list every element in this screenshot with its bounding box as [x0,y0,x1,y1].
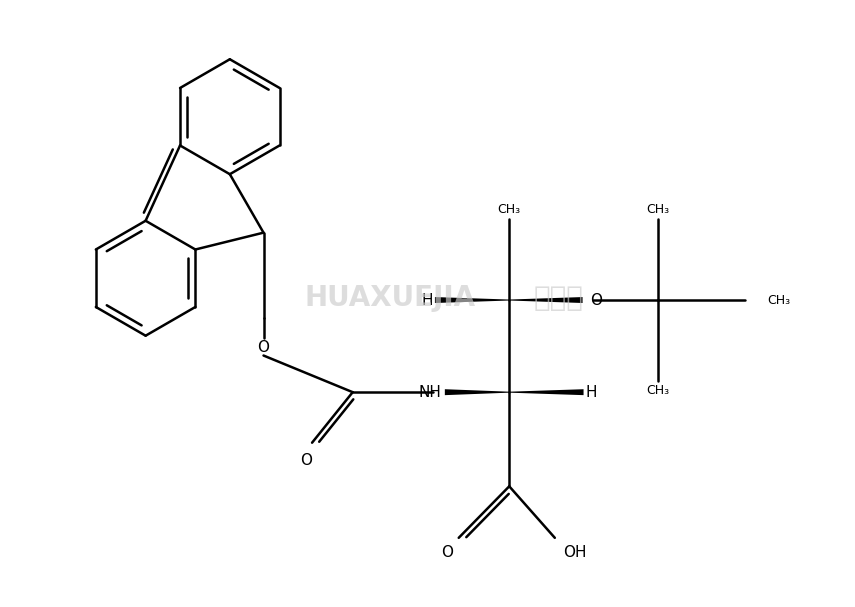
Text: OH: OH [563,545,587,560]
Text: 化学加: 化学加 [534,284,584,312]
Text: HUAXUEJIA: HUAXUEJIA [304,284,476,312]
Text: O: O [441,545,453,560]
Text: H: H [586,385,597,399]
Polygon shape [435,297,510,303]
Polygon shape [510,297,582,303]
Polygon shape [445,389,510,395]
Text: O: O [591,293,603,308]
Text: O: O [300,453,312,468]
Text: O: O [257,340,269,355]
Text: NH: NH [418,385,441,399]
Text: CH₃: CH₃ [646,203,669,216]
Text: CH₃: CH₃ [767,294,790,307]
Polygon shape [510,389,584,395]
Text: CH₃: CH₃ [498,203,521,216]
Text: CH₃: CH₃ [646,384,669,397]
Text: H: H [422,293,433,308]
